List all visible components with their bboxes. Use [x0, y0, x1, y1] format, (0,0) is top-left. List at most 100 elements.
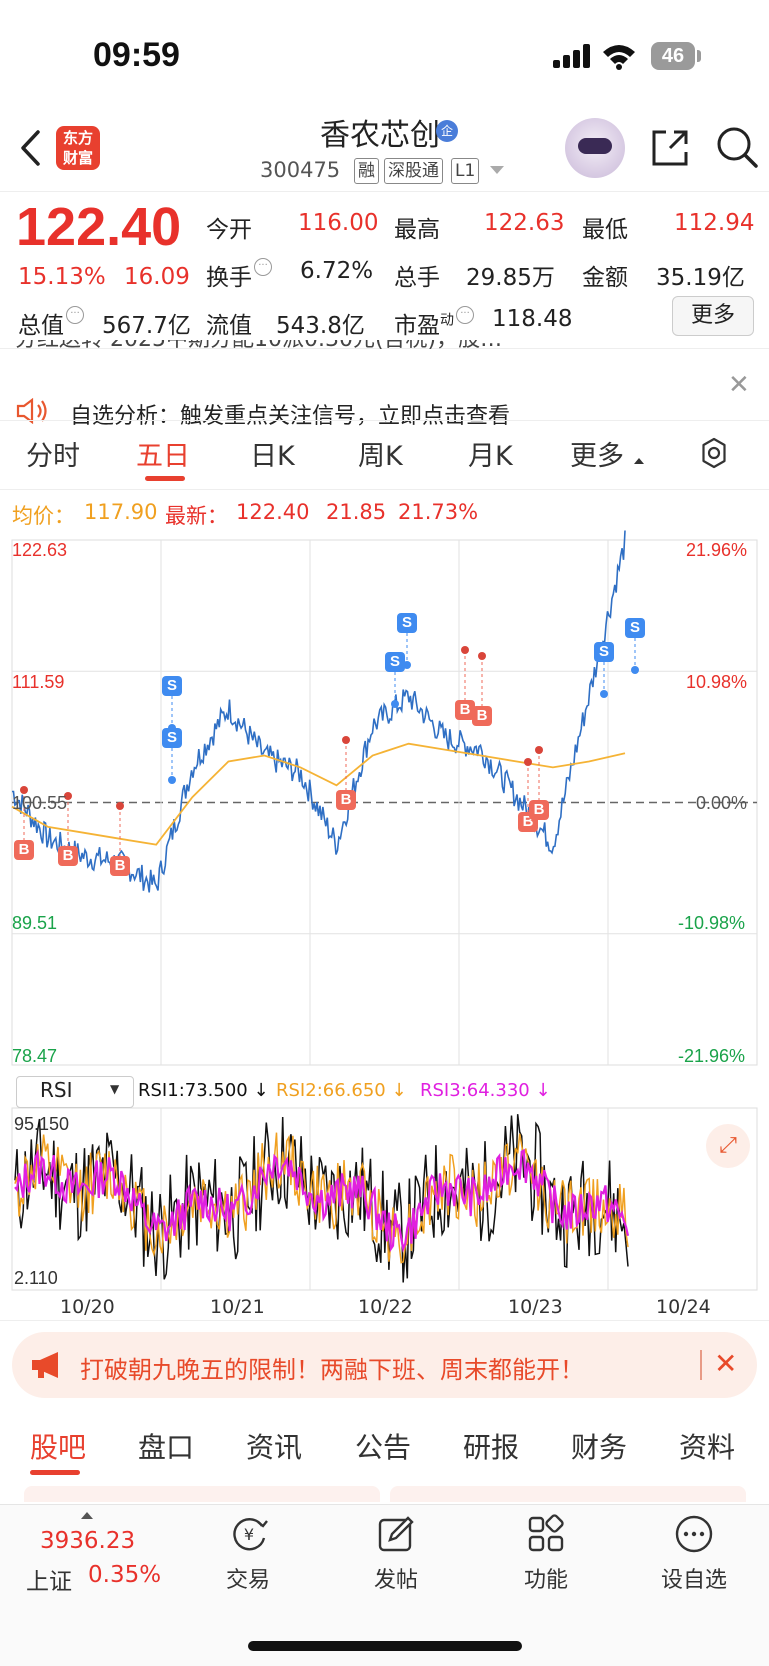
expand-icon[interactable]: ⤢	[706, 1124, 750, 1168]
settings-gear-icon[interactable]	[697, 436, 731, 470]
buy-marker: B	[529, 800, 549, 820]
share-icon[interactable]	[648, 126, 692, 170]
assistant-avatar-visor	[578, 138, 612, 154]
tab-monthly-k[interactable]: 月K	[468, 441, 513, 472]
high-value: 122.63	[484, 210, 565, 236]
tab-intraday[interactable]: 分时	[26, 441, 80, 472]
index-value[interactable]: 3936.23	[40, 1528, 136, 1554]
tab-more[interactable]: 更多	[570, 441, 624, 472]
promo-banner[interactable]	[12, 1332, 757, 1398]
indicator-select[interactable]	[16, 1076, 134, 1108]
dropdown-caret-icon[interactable]	[490, 166, 504, 174]
news-ticker-partial[interactable]: 分红送转 2025中期分配10派0.30元(含税)，股…	[15, 340, 502, 354]
stock-code: 300475	[260, 158, 341, 182]
tab-news[interactable]: 资讯	[246, 1431, 303, 1464]
promo-text[interactable]: 打破朝九晚五的限制！两融下班、周末都能开！	[80, 1356, 584, 1384]
buy-marker: B	[336, 790, 356, 810]
open-value: 116.00	[298, 210, 379, 236]
change-amount: 16.09	[124, 264, 190, 290]
info-icon: ···	[456, 306, 474, 324]
y-tick-right-0: 21.96%	[686, 540, 748, 560]
rsi-frame	[11, 1107, 758, 1291]
content-card-hint	[24, 1486, 380, 1502]
rsi-chart-series	[14, 1114, 630, 1283]
tag-level: L1	[451, 158, 480, 184]
rsi1-legend: RSI1:73.500 ↓	[138, 1080, 269, 1101]
mktcap-value: 567.7亿	[102, 313, 191, 339]
chart-bottom-divider	[0, 1320, 769, 1321]
sell-marker: S	[625, 618, 645, 638]
marker-point	[64, 792, 72, 800]
tab-announcements[interactable]: 公告	[355, 1431, 412, 1464]
rsi-tick-bottom: 2.110	[14, 1268, 58, 1288]
nav-functions[interactable]: 功能	[523, 1568, 568, 1593]
tab-active-indicator	[145, 476, 185, 481]
y-tick-right-3: -10.98%	[678, 913, 746, 933]
functions-grid-icon[interactable]	[526, 1514, 566, 1554]
nav-post[interactable]: 发帖	[373, 1568, 418, 1593]
latest-change: 21.85	[326, 500, 387, 524]
pe-value: 118.48	[492, 306, 573, 332]
search-icon[interactable]	[714, 124, 760, 170]
date-label: 10/21	[210, 1296, 265, 1318]
float-label: 流值	[206, 313, 252, 339]
chart-tab-bar	[0, 420, 769, 490]
caret-up-icon	[81, 1512, 93, 1519]
price-line	[12, 530, 626, 893]
logo-text-bottom: 财富	[62, 149, 93, 167]
news-area-divider	[0, 348, 769, 349]
tab-weekly-k[interactable]: 周K	[358, 441, 403, 472]
rsi-line-3	[14, 1148, 630, 1253]
close-icon[interactable]: ✕	[728, 370, 750, 400]
nav-add-watchlist[interactable]: 设自选	[660, 1568, 727, 1593]
trade-icon[interactable]: ¥	[228, 1514, 270, 1554]
marker-point	[403, 661, 411, 669]
y-tick-right-4: -21.96%	[678, 1046, 746, 1066]
app-logo: 东方 财富	[56, 126, 100, 170]
index-name[interactable]: 上证	[26, 1569, 72, 1595]
rsi-tick-top: 95.150	[14, 1114, 70, 1134]
tag-margin: 融	[354, 158, 379, 184]
main-chart-series	[11, 530, 639, 893]
news-alert-text[interactable]: 自选分析：触发重点关注信号，立即点击查看	[70, 404, 511, 429]
five-day-chart[interactable]	[0, 530, 769, 1300]
last-price: 122.40	[16, 197, 182, 257]
sell-marker: S	[385, 652, 405, 672]
date-label: 10/24	[656, 1296, 711, 1318]
more-quote-button[interactable]: 更多	[672, 296, 754, 336]
marker-point	[478, 652, 486, 660]
sell-marker: S	[162, 676, 182, 696]
avg-price-label: 均价：	[12, 504, 75, 528]
post-icon[interactable]	[376, 1514, 416, 1554]
buy-marker: B	[472, 706, 492, 726]
amount-value: 35.19亿	[656, 265, 745, 291]
open-label: 今开	[206, 217, 252, 243]
logo-text-top: 东方	[62, 129, 93, 147]
tab-finance[interactable]: 财务	[571, 1431, 628, 1464]
y-tick-left-1: 111.59	[12, 672, 65, 692]
buy-marker: B	[14, 840, 34, 860]
cellular-signal-icon	[553, 44, 593, 68]
close-icon[interactable]: ✕	[714, 1347, 738, 1380]
sell-marker: S	[397, 613, 417, 633]
tab-profile[interactable]: 资料	[679, 1431, 736, 1464]
tab-order-book[interactable]: 盘口	[138, 1431, 195, 1464]
tab-research[interactable]: 研报	[463, 1431, 520, 1464]
index-change[interactable]: 0.35%	[88, 1562, 162, 1588]
megaphone-icon	[32, 1352, 58, 1378]
marker-point	[461, 646, 469, 654]
nav-trade[interactable]: 交易	[225, 1568, 270, 1593]
avg-price-value: 117.90	[84, 500, 158, 524]
back-arrow-icon[interactable]	[18, 128, 42, 168]
y-tick-right-2: 0.00%	[696, 793, 748, 813]
speaker-icon	[16, 398, 47, 424]
avg-price-line	[11, 742, 626, 846]
indicator-select-label[interactable]: RSI	[40, 1078, 73, 1102]
tab-daily-k[interactable]: 日K	[250, 441, 295, 472]
more-options-icon[interactable]	[674, 1514, 714, 1554]
marker-point	[168, 776, 176, 784]
tab-forum[interactable]: 股吧	[30, 1431, 87, 1464]
tab-five-day[interactable]: 五日	[136, 441, 190, 472]
marker-point	[600, 690, 608, 698]
pe-label: 市盈动 ···	[394, 306, 474, 340]
